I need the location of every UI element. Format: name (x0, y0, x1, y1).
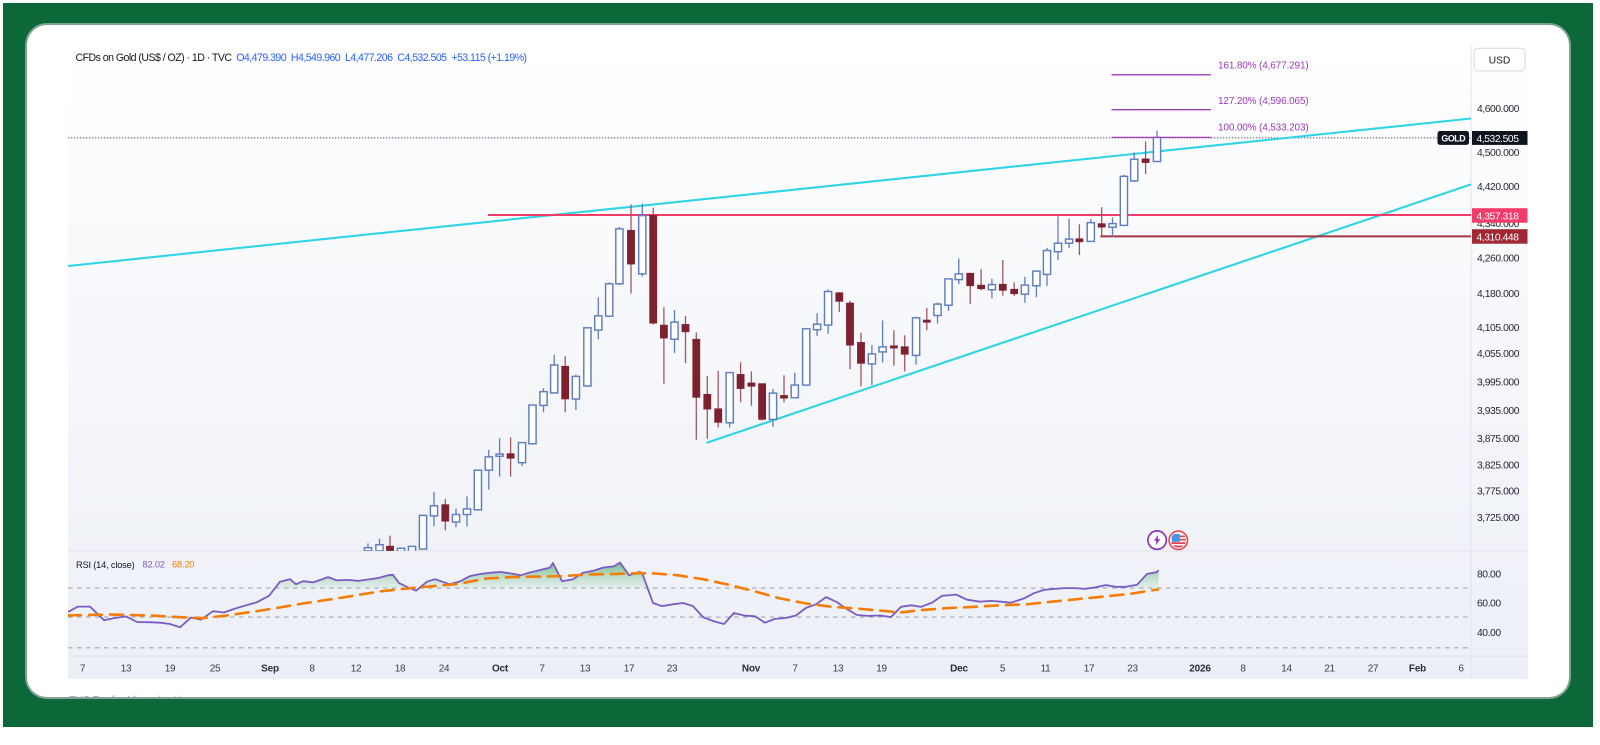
svg-text:8: 8 (309, 663, 315, 674)
svg-text:3,825.000: 3,825.000 (1477, 460, 1520, 471)
svg-text:5: 5 (1000, 663, 1006, 674)
svg-text:19: 19 (165, 663, 176, 674)
svg-text:4,180.000: 4,180.000 (1477, 288, 1520, 299)
svg-text:Feb: Feb (1409, 663, 1426, 674)
svg-text:17: 17 (624, 663, 635, 674)
svg-text:4,310.448: 4,310.448 (1477, 232, 1520, 243)
svg-text:60.00: 60.00 (1477, 598, 1501, 609)
svg-text:4,600.000: 4,600.000 (1477, 103, 1520, 114)
svg-text:17: 17 (1084, 663, 1095, 674)
svg-text:Oct: Oct (492, 663, 509, 674)
svg-text:3,875.000: 3,875.000 (1477, 434, 1520, 445)
svg-text:40.00: 40.00 (1477, 628, 1501, 639)
svg-text:14: 14 (1281, 663, 1292, 674)
svg-text:4,260.000: 4,260.000 (1477, 253, 1520, 264)
svg-text:12: 12 (351, 663, 362, 674)
svg-text:161.80% (4,677.291): 161.80% (4,677.291) (1218, 60, 1309, 71)
svg-text:27: 27 (1368, 663, 1379, 674)
svg-text:Sep: Sep (261, 663, 279, 674)
svg-text:127.20% (4,596.065): 127.20% (4,596.065) (1218, 95, 1309, 106)
svg-text:25: 25 (210, 663, 221, 674)
svg-text:21: 21 (1324, 663, 1335, 674)
svg-text:RSI (14, close): RSI (14, close) (76, 559, 135, 569)
svg-text:100.00% (4,533.203): 100.00% (4,533.203) (1218, 122, 1309, 133)
svg-text:3,775.000: 3,775.000 (1477, 486, 1520, 497)
svg-text:7: 7 (792, 663, 798, 674)
svg-text:80.00: 80.00 (1477, 569, 1501, 580)
svg-text:4,500.000: 4,500.000 (1477, 147, 1520, 158)
svg-text:USD: USD (1489, 55, 1511, 66)
svg-text:82.02: 82.02 (143, 559, 165, 569)
svg-text:GOLD: GOLD (1441, 133, 1465, 143)
svg-text:8: 8 (1240, 663, 1246, 674)
svg-text:4,340.000: 4,340.000 (1477, 219, 1520, 230)
svg-text:4,420.000: 4,420.000 (1477, 182, 1520, 193)
svg-text:4,532.505: 4,532.505 (1477, 133, 1520, 144)
svg-text:3,935.000: 3,935.000 (1477, 406, 1520, 417)
svg-text:3,725.000: 3,725.000 (1477, 512, 1520, 523)
svg-text:18: 18 (395, 663, 406, 674)
svg-text:3,995.000: 3,995.000 (1477, 377, 1520, 388)
svg-text:2026: 2026 (1189, 663, 1211, 674)
svg-text:Nov: Nov (742, 663, 761, 674)
svg-text:24: 24 (439, 663, 450, 674)
svg-text:23: 23 (667, 663, 678, 674)
svg-text:7: 7 (539, 663, 545, 674)
svg-text:Dec: Dec (950, 663, 968, 674)
svg-text:11: 11 (1041, 663, 1052, 674)
svg-text:4,357.318: 4,357.318 (1477, 211, 1520, 222)
svg-text:68.20: 68.20 (172, 559, 194, 569)
svg-text:13: 13 (833, 663, 844, 674)
svg-text:7: 7 (80, 663, 86, 674)
svg-text:23: 23 (1127, 663, 1138, 674)
svg-text:13: 13 (580, 663, 591, 674)
svg-text:13: 13 (121, 663, 132, 674)
svg-text:4,055.000: 4,055.000 (1477, 348, 1520, 359)
svg-text:6: 6 (1458, 663, 1464, 674)
svg-text:4,105.000: 4,105.000 (1477, 323, 1520, 334)
svg-text:19: 19 (876, 663, 887, 674)
